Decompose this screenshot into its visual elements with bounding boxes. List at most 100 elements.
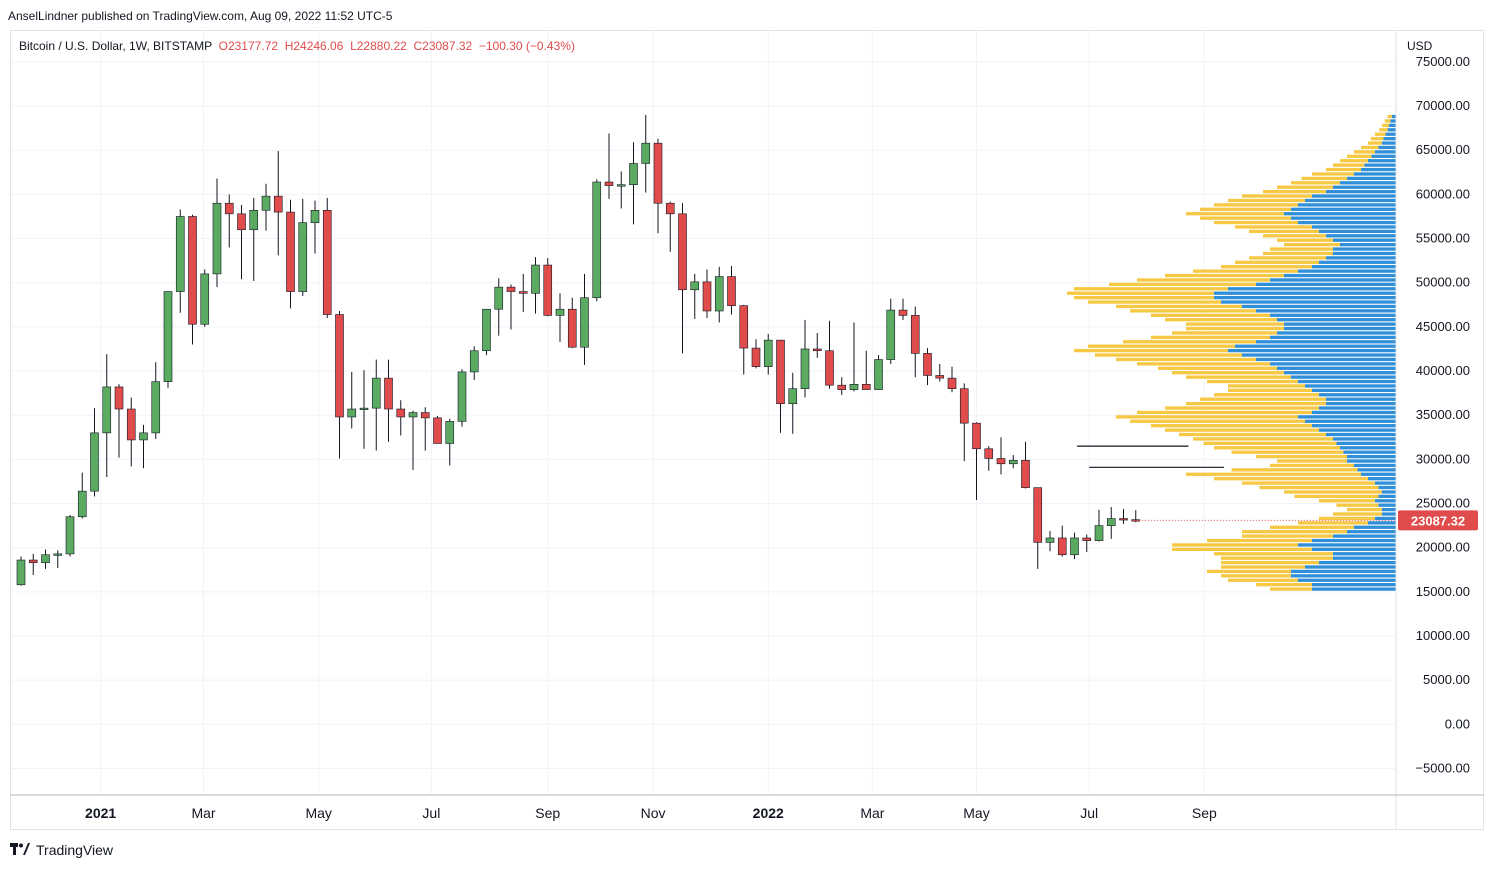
y-tick-label: 0.00: [1445, 716, 1470, 731]
candle-down: [188, 216, 197, 325]
volume-profile-bar-down: [1186, 401, 1326, 406]
candle-up: [555, 308, 565, 316]
candle-up: [580, 297, 589, 348]
volume-profile-bar-down: [1249, 229, 1319, 234]
volume-profile-bar-up: [1340, 446, 1396, 450]
volume-profile-bar-down: [1165, 428, 1319, 432]
volume-profile-bar-up: [1382, 141, 1396, 145]
volume-profile-bar-down: [1242, 481, 1375, 485]
volume-profile-bar-up: [1375, 481, 1396, 485]
volume-profile-bar-down: [1319, 499, 1375, 503]
volume-profile-bar-up: [1382, 512, 1396, 516]
volume-profile-bar-up: [1256, 357, 1396, 362]
candle-up: [151, 381, 161, 434]
volume-profile-bar-up: [1378, 503, 1396, 507]
volume-profile-bar-down: [1336, 503, 1379, 507]
volume-profile-bar-down: [1263, 251, 1333, 256]
volume-profile-bar-down: [1200, 207, 1291, 211]
candle-up: [886, 309, 896, 360]
volume-profile-bar-down: [1277, 459, 1347, 463]
volume-profile-bar-down: [1165, 318, 1277, 322]
candle-up: [494, 286, 504, 310]
volume-profile-bar-down: [1387, 114, 1392, 119]
candle-down: [653, 142, 663, 204]
candle-up: [53, 553, 63, 556]
volume-profile-bar-up: [1291, 207, 1396, 211]
candle-down: [947, 377, 957, 390]
volume-profile-bar-up: [1277, 318, 1396, 322]
volume-profile-bar-up: [1312, 194, 1396, 198]
volume-profile-bar-up: [1319, 229, 1396, 234]
candle-up: [1094, 525, 1104, 541]
volume-profile-bar-down: [1301, 176, 1347, 181]
volume-profile-bar-up: [1270, 278, 1396, 282]
volume-profile-bar-up: [1333, 247, 1396, 251]
volume-profile-bar-down: [1109, 282, 1256, 287]
candle-down: [420, 412, 430, 419]
candle-up: [1070, 537, 1079, 556]
volume-profile-bar-up: [1284, 371, 1396, 375]
candles-layer: [16, 114, 1141, 586]
candle-up: [531, 264, 540, 294]
volume-profile-bar-up: [1228, 348, 1396, 353]
volume-profile-bar-up: [1312, 538, 1396, 543]
volume-profile-bar-down: [1074, 295, 1214, 300]
volume-profile-bar-up: [1221, 300, 1396, 304]
volume-profile-bar-down: [1228, 578, 1298, 582]
volume-profile-bar-down: [1270, 247, 1333, 251]
volume-profile-bar-up: [1298, 415, 1396, 419]
volume-profile-bar-down: [1172, 547, 1312, 552]
volume-profile-bar-up: [1312, 583, 1396, 587]
volume-profile-bar-down: [1067, 291, 1214, 295]
x-tick-label: Nov: [641, 805, 666, 821]
footer-brand[interactable]: TradingView: [10, 842, 113, 858]
volume-profile-bar-down: [1179, 432, 1326, 437]
candle-down: [1033, 487, 1043, 543]
volume-profile-bar-up: [1391, 114, 1396, 119]
candle-up: [261, 195, 271, 211]
volume-profile-bar-up: [1347, 459, 1396, 463]
volume-profile-bar-down: [1221, 265, 1312, 269]
volume-profile-bar-up: [1284, 273, 1396, 278]
volume-profile-bar-down: [1214, 552, 1333, 556]
candle-up: [212, 202, 222, 275]
volume-profile-bar-up: [1333, 185, 1396, 189]
volume-profile-bar-down: [1207, 379, 1298, 384]
volume-profile-bar-down: [1235, 260, 1319, 264]
candle-up: [445, 421, 455, 444]
volume-profile-bar-up: [1333, 437, 1396, 441]
candle-down: [910, 315, 920, 354]
candle-up: [616, 184, 626, 187]
volume-profile-bar-up: [1298, 203, 1396, 207]
y-tick-label: 15000.00: [1416, 584, 1470, 599]
candle-down: [518, 291, 528, 294]
volume-profile-bar-down: [1130, 309, 1256, 313]
y-tick-label: 50000.00: [1416, 275, 1470, 290]
volume-profile-bar-down: [1242, 530, 1347, 534]
volume-profile-bar-up: [1347, 454, 1396, 459]
volume-profile-bar-down: [1123, 340, 1256, 344]
legend-open: O23177.72: [219, 39, 285, 53]
legend-high: H24246.06: [285, 39, 350, 53]
volume-profile-bar-up: [1319, 260, 1396, 264]
legend-symbol: Bitcoin / U.S. Dollar, 1W, BITSTAMP: [19, 39, 219, 53]
volume-profile-bar-up: [1319, 428, 1396, 432]
volume-profile-bar-up: [1256, 282, 1396, 287]
volume-profile-bar-down: [1088, 300, 1221, 304]
candle-down: [1057, 537, 1067, 556]
volume-profile-bar-down: [1074, 287, 1228, 291]
volume-profile-bar-up: [1291, 574, 1396, 578]
volume-profile-bar-up: [1382, 490, 1396, 494]
volume-profile-bar-down: [1186, 472, 1361, 476]
volume-profile-bar-down: [1151, 424, 1312, 428]
volume-profile-bar-up: [1378, 145, 1396, 150]
candle-down: [923, 353, 932, 376]
volume-profile-bar-down: [1249, 256, 1326, 260]
volume-profile-bar-up: [1284, 212, 1396, 216]
candle-down: [702, 281, 712, 312]
candle-down: [1082, 537, 1092, 541]
volume-profile-bar-down: [1319, 516, 1375, 521]
last-price-label: 23087.32: [1411, 513, 1465, 528]
volume-profile-bar-up: [1277, 366, 1396, 370]
